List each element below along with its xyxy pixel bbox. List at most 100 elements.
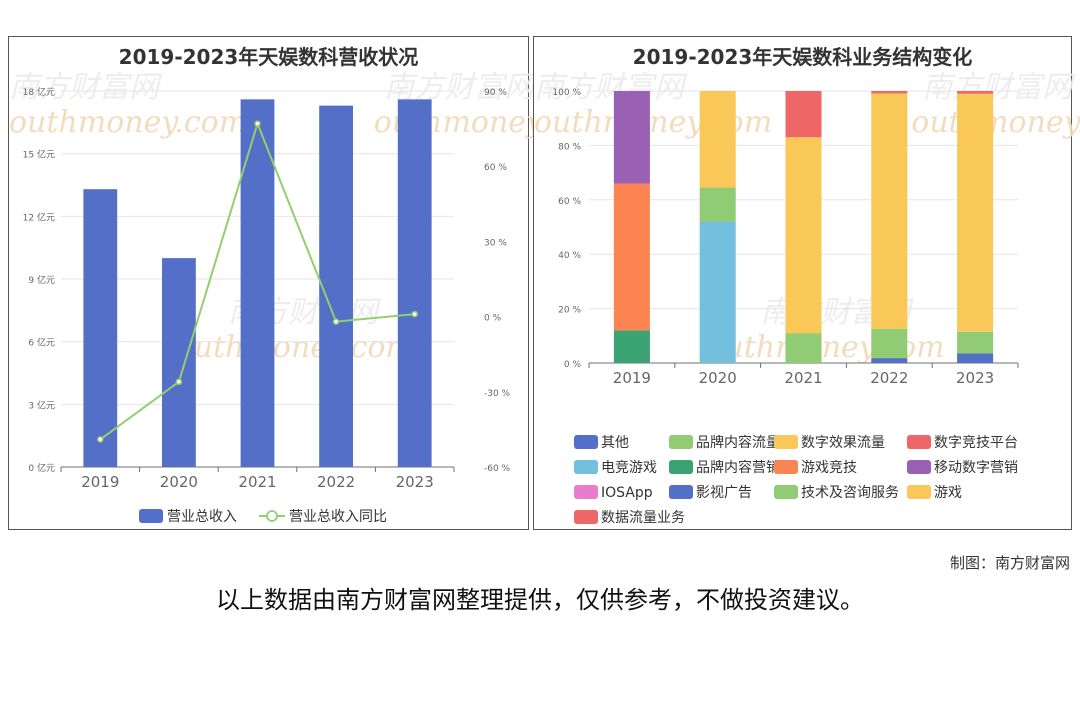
y-left-tick-label: 15 亿元 bbox=[23, 149, 55, 161]
revenue-bar bbox=[397, 99, 432, 467]
legend-swatch bbox=[907, 435, 931, 449]
legend-label-revenue: 营业总收入 bbox=[167, 509, 237, 525]
stack-segment bbox=[957, 91, 994, 94]
x-tick-label: 2023 bbox=[396, 473, 434, 491]
stack-segment bbox=[613, 330, 650, 363]
legend-label: 数字效果流量 bbox=[801, 435, 885, 451]
legend-swatch bbox=[907, 460, 931, 474]
structure-chart-svg: 南方财富网outhmoney.com南方财富网outhmoney.com南方财富… bbox=[534, 70, 1080, 526]
y-tick-label: 20 % bbox=[558, 306, 581, 316]
stack-segment bbox=[613, 183, 650, 331]
structure-chart-title: 2019-2023年天娱数科业务结构变化 bbox=[632, 45, 973, 69]
x-tick-label: 2021 bbox=[238, 473, 276, 491]
legend-swatch bbox=[774, 485, 798, 499]
legend-label: 品牌内容营销 bbox=[696, 459, 780, 476]
watermark-text: outhmoney.com bbox=[911, 105, 1080, 140]
y-tick-label: 100 % bbox=[552, 88, 581, 98]
stack-segment bbox=[785, 137, 822, 334]
y-tick-label: 60 % bbox=[558, 197, 581, 207]
disclaimer-text: 以上数据由南方财富网整理提供，仅供参考，不做投资建议。 bbox=[216, 586, 864, 614]
revenue-bar bbox=[83, 189, 118, 467]
x-tick-label: 2019 bbox=[81, 473, 119, 491]
y-left-tick-label: 12 亿元 bbox=[23, 211, 55, 223]
stack-segment bbox=[957, 93, 994, 332]
watermark-text: 南方财富网 bbox=[534, 70, 688, 105]
y-left-tick-label: 6 亿元 bbox=[28, 337, 55, 349]
y-right-tick-label: 60 % bbox=[484, 163, 507, 173]
x-tick-label: 2021 bbox=[784, 369, 822, 387]
legend-label: 其他 bbox=[601, 435, 629, 451]
y-left-tick-label: 18 亿元 bbox=[23, 86, 55, 98]
x-tick-label: 2023 bbox=[956, 369, 994, 387]
structure-chart-panel: 2019-2023年天娱数科业务结构变化 南方财富网 outhmoney.com 南… bbox=[533, 36, 1080, 530]
watermark-text: 南方财富网 bbox=[922, 70, 1076, 105]
legend-swatch bbox=[574, 510, 598, 524]
stack-segment bbox=[785, 333, 822, 363]
revenue-chart-svg: 南方财富网outhmoney.com南方财富网outhmoney.com南方财富… bbox=[9, 70, 612, 525]
revenue-bar bbox=[162, 258, 196, 467]
legend-label: 技术及咨询服务 bbox=[801, 485, 899, 501]
x-tick-label: 2020 bbox=[160, 473, 198, 491]
revenue-bar bbox=[319, 105, 353, 467]
stack-segment bbox=[699, 91, 736, 188]
x-tick-label: 2022 bbox=[870, 369, 908, 387]
x-tick-label: 2019 bbox=[613, 369, 651, 387]
y-left-tick-label: 3 亿元 bbox=[28, 399, 55, 411]
watermark-text: 南方财富网 bbox=[9, 70, 163, 105]
watermark-text: 南方财富网 bbox=[384, 70, 538, 105]
y-right-tick-label: 30 % bbox=[484, 238, 507, 248]
legend-swatch-revenue bbox=[139, 509, 163, 523]
legend-swatch bbox=[574, 460, 598, 474]
y-tick-label: 80 % bbox=[558, 142, 581, 152]
stack-segment bbox=[699, 187, 736, 222]
legend-label: 游戏 bbox=[934, 485, 962, 501]
legend-swatch bbox=[669, 485, 693, 499]
legend-label: 数字竞技平台 bbox=[934, 434, 1018, 451]
legend-label-yoy: 营业总收入同比 bbox=[289, 509, 387, 525]
legend-label: 电竞游戏 bbox=[601, 459, 657, 476]
chart-credit: 制图：南方财富网 bbox=[949, 554, 1070, 572]
y-tick-label: 40 % bbox=[558, 251, 581, 261]
stack-segment bbox=[871, 328, 908, 359]
yoy-point bbox=[97, 436, 104, 443]
y-right-tick-label: 90 % bbox=[484, 88, 507, 98]
stack-segment bbox=[785, 91, 822, 138]
y-right-tick-label: -30 % bbox=[484, 389, 511, 399]
y-left-tick-label: 0 亿元 bbox=[28, 462, 55, 474]
legend-label: 数据流量业务 bbox=[601, 510, 685, 526]
stack-segment bbox=[957, 331, 994, 354]
stack-segment bbox=[871, 91, 908, 94]
y-right-tick-label: 0 % bbox=[484, 314, 502, 324]
legend-label: 品牌内容流量 bbox=[696, 434, 780, 451]
watermark-text: outhmoney.com bbox=[534, 105, 772, 140]
legend-label: 移动数字营销 bbox=[934, 460, 1018, 476]
revenue-chart-panel: 2019-2023年天娱数科营收状况 南方财富网 outhmoney.com 南方财… bbox=[8, 36, 612, 530]
legend-swatch bbox=[774, 460, 798, 474]
x-tick-label: 2022 bbox=[317, 473, 355, 491]
legend-swatch bbox=[574, 435, 598, 449]
stack-segment bbox=[871, 93, 908, 329]
legend-label: IOSApp bbox=[601, 485, 653, 501]
watermark-text: outhmoney.com bbox=[706, 330, 944, 365]
y-left-tick-label: 9 亿元 bbox=[28, 274, 55, 286]
legend-swatch bbox=[774, 435, 798, 449]
yoy-point bbox=[411, 310, 418, 318]
legend-swatch bbox=[907, 485, 931, 499]
yoy-point bbox=[175, 378, 183, 386]
legend-swatch bbox=[669, 460, 693, 474]
y-right-tick-label: -60 % bbox=[484, 464, 511, 474]
legend-swatch bbox=[574, 485, 598, 499]
watermark-text: outhmoney.com bbox=[9, 105, 247, 140]
yoy-point bbox=[254, 120, 261, 127]
legend-swatch bbox=[669, 435, 693, 449]
stack-segment bbox=[699, 221, 736, 363]
y-tick-label: 0 % bbox=[564, 360, 582, 370]
revenue-chart-title: 2019-2023年天娱数科营收状况 bbox=[118, 45, 419, 69]
legend-label: 影视广告 bbox=[696, 485, 752, 501]
stack-segment bbox=[613, 91, 650, 184]
legend-swatch-yoy-marker bbox=[266, 510, 278, 522]
stack-segment bbox=[871, 358, 908, 363]
stack-segment bbox=[957, 353, 994, 363]
watermark-text: outhmoney.com bbox=[176, 330, 414, 365]
yoy-point bbox=[332, 318, 340, 325]
